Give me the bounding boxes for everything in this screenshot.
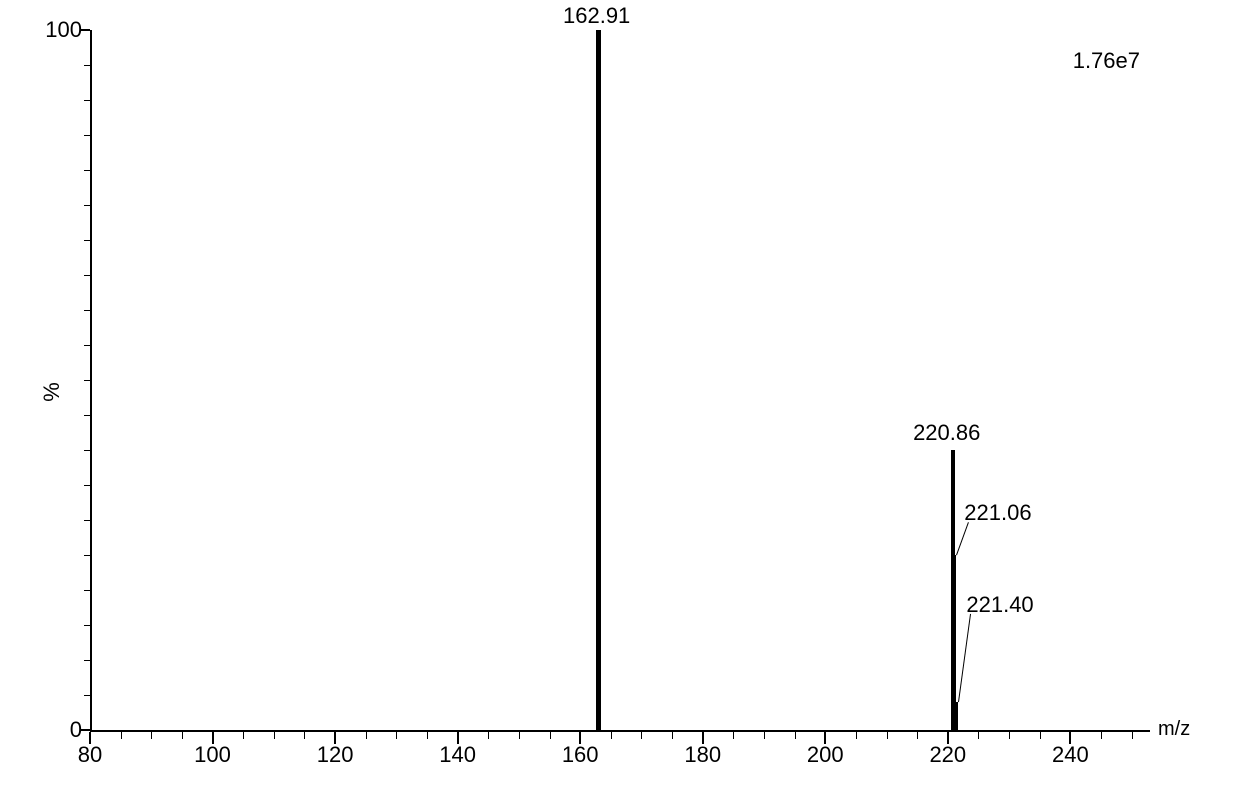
x-tick-minor xyxy=(121,732,122,739)
y-tick-minor xyxy=(84,590,90,591)
x-tick-minor xyxy=(396,732,397,739)
y-tick-minor xyxy=(84,660,90,661)
peak-bar xyxy=(955,702,958,730)
x-tick-label: 100 xyxy=(194,742,231,768)
x-tick-minor xyxy=(519,732,520,739)
y-axis-label: % xyxy=(39,382,65,402)
x-tick-minor xyxy=(427,732,428,739)
mass-spectrum-chart: 100 0 % m/z 1.76e7 801001201401601802002… xyxy=(50,10,1190,770)
peak-bar xyxy=(596,30,601,730)
y-tick-minor xyxy=(84,275,90,276)
y-tick-minor xyxy=(84,240,90,241)
y-tick-minor xyxy=(84,450,90,451)
y-tick-minor xyxy=(84,205,90,206)
x-axis xyxy=(90,730,1150,732)
plot-area: 100 0 % m/z 1.76e7 801001201401601802002… xyxy=(90,30,1150,730)
leader-line xyxy=(958,614,971,702)
x-tick-label: 240 xyxy=(1052,742,1089,768)
x-tick-minor xyxy=(151,732,152,739)
y-tick-minor xyxy=(84,65,90,66)
y-tick-minor xyxy=(84,695,90,696)
y-tick-minor xyxy=(84,520,90,521)
x-tick-minor xyxy=(733,732,734,739)
x-tick-label: 180 xyxy=(684,742,721,768)
y-tick-minor xyxy=(84,310,90,311)
peak-label: 220.86 xyxy=(913,420,980,446)
peak-label: 221.40 xyxy=(966,592,1033,618)
x-tick-minor xyxy=(641,732,642,739)
x-tick-label: 160 xyxy=(562,742,599,768)
intensity-annotation: 1.76e7 xyxy=(1073,48,1140,74)
x-axis-label: m/z xyxy=(1158,718,1190,741)
y-tick-major xyxy=(80,29,90,31)
x-tick-minor xyxy=(795,732,796,739)
x-tick-minor xyxy=(1009,732,1010,739)
x-tick-minor xyxy=(550,732,551,739)
y-tick-label-100: 100 xyxy=(45,17,82,43)
leader-line xyxy=(956,522,969,555)
y-tick-major xyxy=(80,729,90,731)
y-tick-minor xyxy=(84,625,90,626)
x-tick-minor xyxy=(672,732,673,739)
x-tick-minor xyxy=(304,732,305,739)
x-tick-minor xyxy=(182,732,183,739)
x-tick-minor xyxy=(887,732,888,739)
x-tick-minor xyxy=(243,732,244,739)
y-tick-minor xyxy=(84,485,90,486)
y-tick-minor xyxy=(84,415,90,416)
x-tick-label: 220 xyxy=(929,742,966,768)
x-tick-label: 120 xyxy=(317,742,354,768)
x-tick-label: 140 xyxy=(439,742,476,768)
y-tick-minor xyxy=(84,170,90,171)
y-tick-minor xyxy=(84,380,90,381)
x-tick-minor xyxy=(917,732,918,739)
x-tick-minor xyxy=(856,732,857,739)
x-tick-minor xyxy=(274,732,275,739)
y-tick-minor xyxy=(84,555,90,556)
x-tick-label: 80 xyxy=(78,742,102,768)
x-tick-minor xyxy=(1132,732,1133,739)
peak-label: 221.06 xyxy=(964,500,1031,526)
y-tick-minor xyxy=(84,345,90,346)
x-tick-minor xyxy=(488,732,489,739)
x-tick-minor xyxy=(1040,732,1041,739)
y-tick-minor xyxy=(84,100,90,101)
x-tick-label: 200 xyxy=(807,742,844,768)
x-tick-minor xyxy=(764,732,765,739)
x-tick-minor xyxy=(366,732,367,739)
x-tick-minor xyxy=(1101,732,1102,739)
x-tick-minor xyxy=(978,732,979,739)
y-axis xyxy=(90,30,92,730)
peak-label: 162.91 xyxy=(563,3,630,29)
x-tick-minor xyxy=(611,732,612,739)
y-tick-minor xyxy=(84,135,90,136)
